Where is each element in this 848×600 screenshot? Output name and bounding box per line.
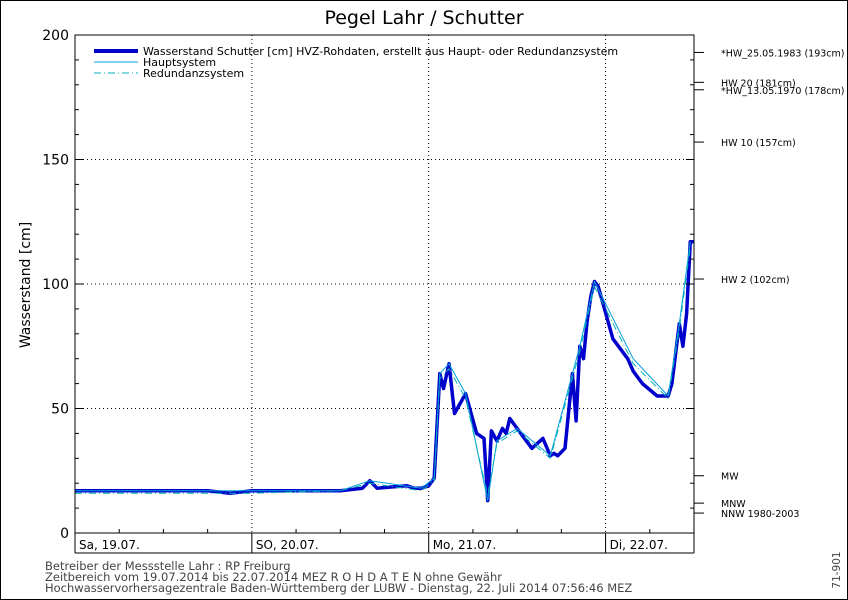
- legend: Wasserstand Schutter [cm] HVZ-Rohdaten, …: [94, 45, 618, 80]
- y-axis-label: Wasserstand [cm]: [18, 222, 34, 348]
- reference-label: HW 10 (157cm): [721, 138, 796, 149]
- series-layer: [75, 239, 694, 503]
- side-code: 71-901: [831, 551, 843, 588]
- chart-title: Pegel Lahr / Schutter: [324, 7, 523, 29]
- footer-operator: Betreiber der Messstelle Lahr : RP Freib…: [45, 559, 291, 573]
- y-tick-label: 150: [42, 153, 69, 169]
- footer-publisher: Hochwasservorhersagezentrale Baden-Württ…: [45, 581, 632, 595]
- reference-label: HW 20 (181cm): [721, 78, 796, 89]
- legend-label-2: Redundanzsystem: [143, 67, 244, 80]
- y-tick-label: 0: [60, 526, 69, 542]
- legend-label-1: Hauptsystem: [143, 56, 216, 69]
- reference-label: MW: [721, 472, 739, 483]
- x-tick-label: SO, 20.07.: [256, 538, 319, 552]
- x-tick-label: Sa, 19.07.: [79, 538, 140, 552]
- reference-label: HW 2 (102cm): [721, 275, 790, 286]
- series-line-0: [75, 239, 694, 503]
- y-tick-label: 50: [51, 402, 69, 418]
- reference-label: *HW_25.05.1983 (193cm): [721, 48, 844, 59]
- series-line-1: [75, 241, 691, 502]
- y-tick-label: 100: [42, 277, 69, 293]
- series-line-2: [75, 246, 691, 497]
- reference-levels: *HW_25.05.1983 (193cm) HW 20 (181cm)*HW_1…: [694, 48, 844, 520]
- y-tick-label: 200: [42, 28, 69, 44]
- footer-timerange: Zeitbereich vom 19.07.2014 bis 22.07.201…: [45, 570, 502, 584]
- reference-label: MNW: [721, 499, 746, 510]
- legend-label-0: Wasserstand Schutter [cm] HVZ-Rohdaten, …: [143, 45, 618, 58]
- reference-label: NNW 1980-2003: [721, 509, 799, 520]
- grid-layer: [75, 35, 694, 533]
- x-tick-label: Di, 22.07.: [610, 538, 668, 552]
- x-tick-label: Mo, 21.07.: [433, 538, 497, 552]
- reference-label: *HW_13.05.1970 (178cm): [721, 86, 844, 97]
- axis-layer: 0 50 100 150 200 Sa, 19.07. SO, 20.07. Mo, 21.0…: [42, 28, 695, 554]
